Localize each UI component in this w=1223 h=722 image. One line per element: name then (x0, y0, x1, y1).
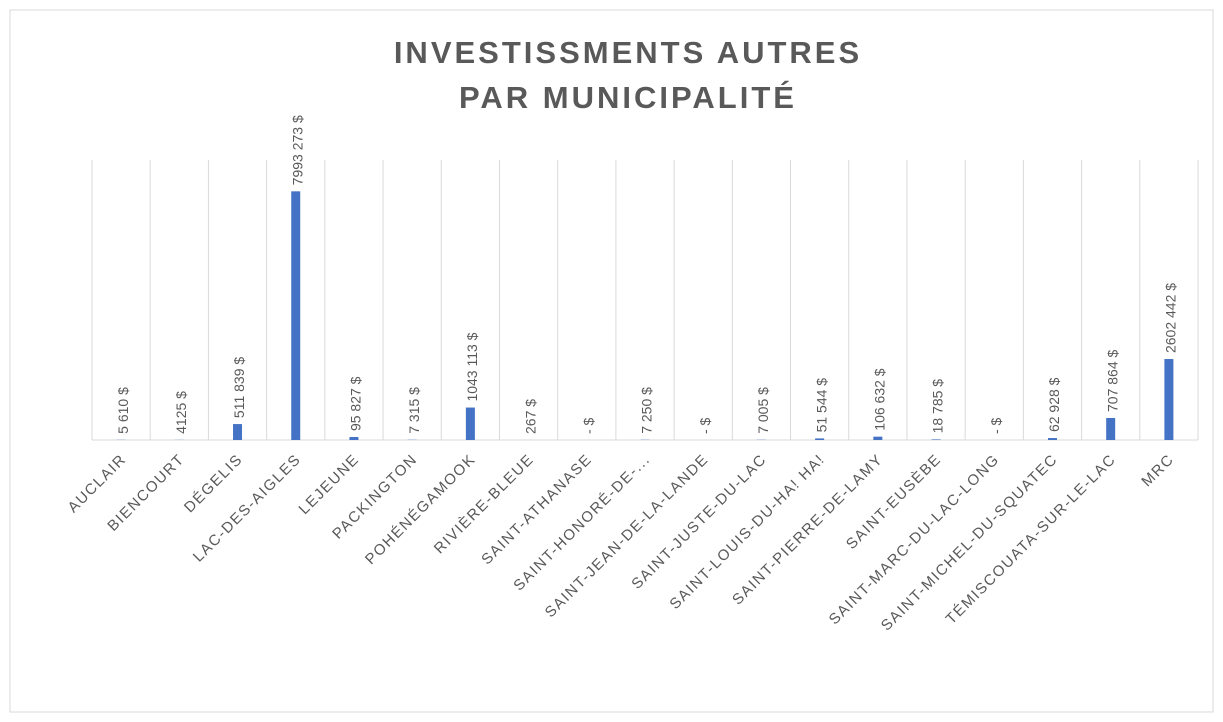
bar (931, 439, 941, 440)
data-label: 7 250 $ (639, 387, 655, 434)
data-label: - $ (580, 417, 596, 434)
bar (233, 424, 243, 440)
data-label: 4125 $ (173, 391, 189, 434)
data-label: - $ (988, 417, 1004, 434)
bar (291, 191, 301, 440)
data-label: 62 928 $ (1046, 377, 1062, 432)
bar (1164, 359, 1174, 440)
data-label: 707 864 $ (1104, 349, 1120, 411)
data-label: 18 785 $ (930, 379, 946, 434)
chart-title: INVESTISSMENTS AUTRES (394, 35, 862, 70)
data-label: 7 315 $ (406, 387, 422, 434)
chart-title: PAR MUNICIPALITÉ (459, 80, 797, 115)
bar (349, 437, 359, 440)
bar (873, 436, 883, 440)
bar (1047, 438, 1057, 440)
bar (1106, 417, 1116, 440)
data-label: 7 005 $ (755, 387, 771, 434)
bar (465, 407, 475, 440)
data-label: 2602 442 $ (1163, 283, 1179, 353)
bar (815, 438, 825, 440)
data-label: 95 827 $ (348, 376, 364, 431)
data-label: 267 $ (522, 399, 538, 434)
data-label: 51 544 $ (813, 378, 829, 433)
chart-frame (9, 9, 1214, 713)
data-label: 7993 273 $ (289, 115, 305, 185)
data-label: 5 610 $ (115, 387, 131, 434)
data-label: 1043 113 $ (464, 332, 480, 401)
data-label: - $ (697, 417, 713, 434)
data-label: 511 839 $ (231, 357, 247, 418)
data-label: 106 632 $ (872, 368, 888, 430)
